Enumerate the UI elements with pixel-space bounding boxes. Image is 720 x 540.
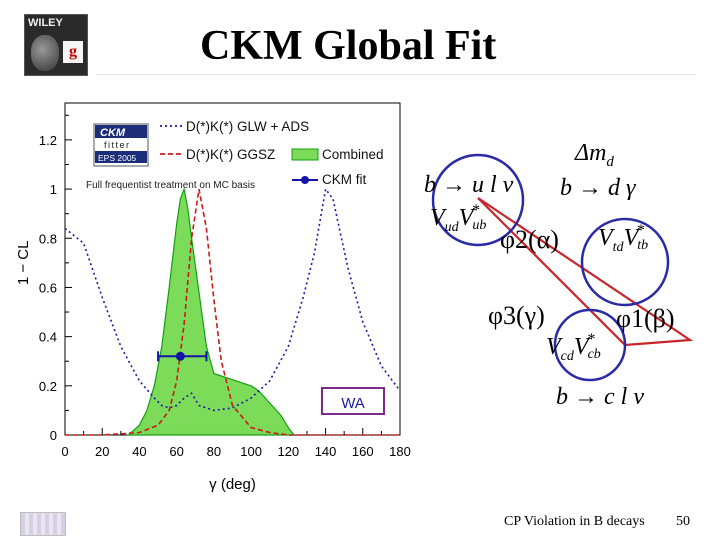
wiley-logo: WILEY g xyxy=(24,14,88,76)
vertex-circle-right xyxy=(580,217,670,307)
unitarity-triangle xyxy=(477,197,694,347)
x-tick-label: 20 xyxy=(95,444,109,459)
x-tick-label: 80 xyxy=(207,444,221,459)
badge-header xyxy=(95,125,147,138)
hatch-line xyxy=(132,424,144,436)
ckm-chart: 0 20 40 60 80 100 120 140 160 180 0 0.2 0.4 0.6 0.8 1 1.… xyxy=(15,102,694,493)
hatch-line xyxy=(259,424,271,436)
title-divider xyxy=(96,74,696,75)
x-tick-label: 0 xyxy=(61,444,68,459)
hatch-line xyxy=(283,424,296,436)
x-tick-label: 40 xyxy=(132,444,146,459)
y-axis-label: 1 − CL xyxy=(15,241,32,286)
hatch-line xyxy=(181,424,193,436)
hatch-line xyxy=(197,424,210,436)
vertex-label-vud-vub: VudV* ub xyxy=(430,202,486,235)
hatch-line xyxy=(271,424,283,436)
vertex-circle-left xyxy=(431,153,525,247)
x-tick-label: 180 xyxy=(389,444,411,459)
hatch-line xyxy=(242,424,255,436)
vertex-label-vtd-vtb: VtdV* tb xyxy=(598,222,648,255)
series-combined-fill xyxy=(126,186,296,436)
footer-text: CP Violation in B decays xyxy=(504,514,645,529)
y-tick-label: 0 xyxy=(50,428,57,443)
hatch-line xyxy=(234,424,247,436)
hatch-line xyxy=(246,424,259,436)
hatch-line xyxy=(218,424,230,436)
x-tick-label: 60 xyxy=(169,444,183,459)
hatch-line xyxy=(267,424,279,436)
hatch-line xyxy=(193,424,206,436)
legend-combined-label: Combined xyxy=(322,147,384,162)
y-tick-label: 0.2 xyxy=(39,379,57,394)
x-axis-label: γ (deg) xyxy=(209,476,256,493)
x-tick-label: 140 xyxy=(315,444,337,459)
legend-ckm-fit-marker xyxy=(301,176,309,184)
hatch-line xyxy=(173,424,185,436)
badge-footer-bg xyxy=(95,151,147,163)
hatch-line xyxy=(185,424,197,436)
wa-box xyxy=(321,387,385,415)
footer-logo xyxy=(20,512,66,536)
phi2-label: φ2(α) xyxy=(500,225,559,254)
y-tick-label: 0.8 xyxy=(39,231,57,246)
logo-g-icon: g xyxy=(63,41,83,63)
hatch-line xyxy=(250,424,263,436)
decay-label-bclnu: b → c l ν xyxy=(556,384,644,410)
hatch-line xyxy=(169,424,181,436)
hatch-line xyxy=(189,424,201,436)
hatch-line xyxy=(148,424,161,436)
x-tick-label: 160 xyxy=(352,444,374,459)
hatch-line xyxy=(177,424,189,436)
fit-point xyxy=(175,351,185,361)
vertex-circle-bottom xyxy=(553,308,627,382)
x-tick-label: 100 xyxy=(240,444,262,459)
series-glw-ads-line xyxy=(64,187,401,412)
logo-text: WILEY xyxy=(28,17,63,29)
slide-title: CKM Global Fit xyxy=(200,23,497,69)
hatch-line xyxy=(238,424,251,436)
chart-note: Full frequentist treatment on MC basis xyxy=(86,180,255,191)
decay-label-bdgamma: b → d γ xyxy=(560,175,636,201)
vertex-label-vcd-vcb: VcdV* cb xyxy=(546,331,601,364)
hatch-line xyxy=(152,424,165,436)
page-number: 50 xyxy=(676,514,690,529)
hatch-line xyxy=(160,424,173,436)
decay-label-bulnu: b → u l ν xyxy=(424,172,514,198)
hatch-line xyxy=(287,424,300,436)
portrait-icon xyxy=(31,35,59,71)
phi1-label: φ1(β) xyxy=(616,304,675,333)
hatch-line xyxy=(226,424,238,436)
hatch-line xyxy=(201,424,214,436)
hatch-line xyxy=(156,424,169,436)
legend-combined-swatch xyxy=(291,148,319,161)
legend-glw-ads-label: D(*)K(*) GLW + ADS xyxy=(186,119,309,134)
hatch-line xyxy=(230,424,242,436)
hatch-line xyxy=(210,424,222,436)
badge-subtitle: fitter xyxy=(104,140,131,150)
badge-footer: EPS 2005 xyxy=(98,153,137,163)
series-ggsz-line xyxy=(65,188,400,436)
y-tick-label: 1.2 xyxy=(39,133,57,148)
y-tick-label: 0.6 xyxy=(39,280,57,295)
hatch-line xyxy=(214,424,226,436)
delta-md-label: Δmd xyxy=(574,140,614,170)
legend-ggsz-label: D(*)K(*) GGSZ xyxy=(186,147,275,162)
phi3-label: φ3(γ) xyxy=(488,301,545,330)
wa-label: WA xyxy=(341,395,365,412)
x-tick-label: 120 xyxy=(277,444,299,459)
hatch-line xyxy=(205,424,218,436)
hatch-line xyxy=(263,424,275,436)
y-tick-label: 1 xyxy=(50,182,57,197)
badge-title: CKM xyxy=(100,127,126,139)
hatch-line xyxy=(222,424,234,436)
legend-ckm-fit-label: CKM fit xyxy=(322,172,367,187)
y-tick-label: 0.4 xyxy=(39,330,57,345)
hatch-line xyxy=(164,424,177,436)
